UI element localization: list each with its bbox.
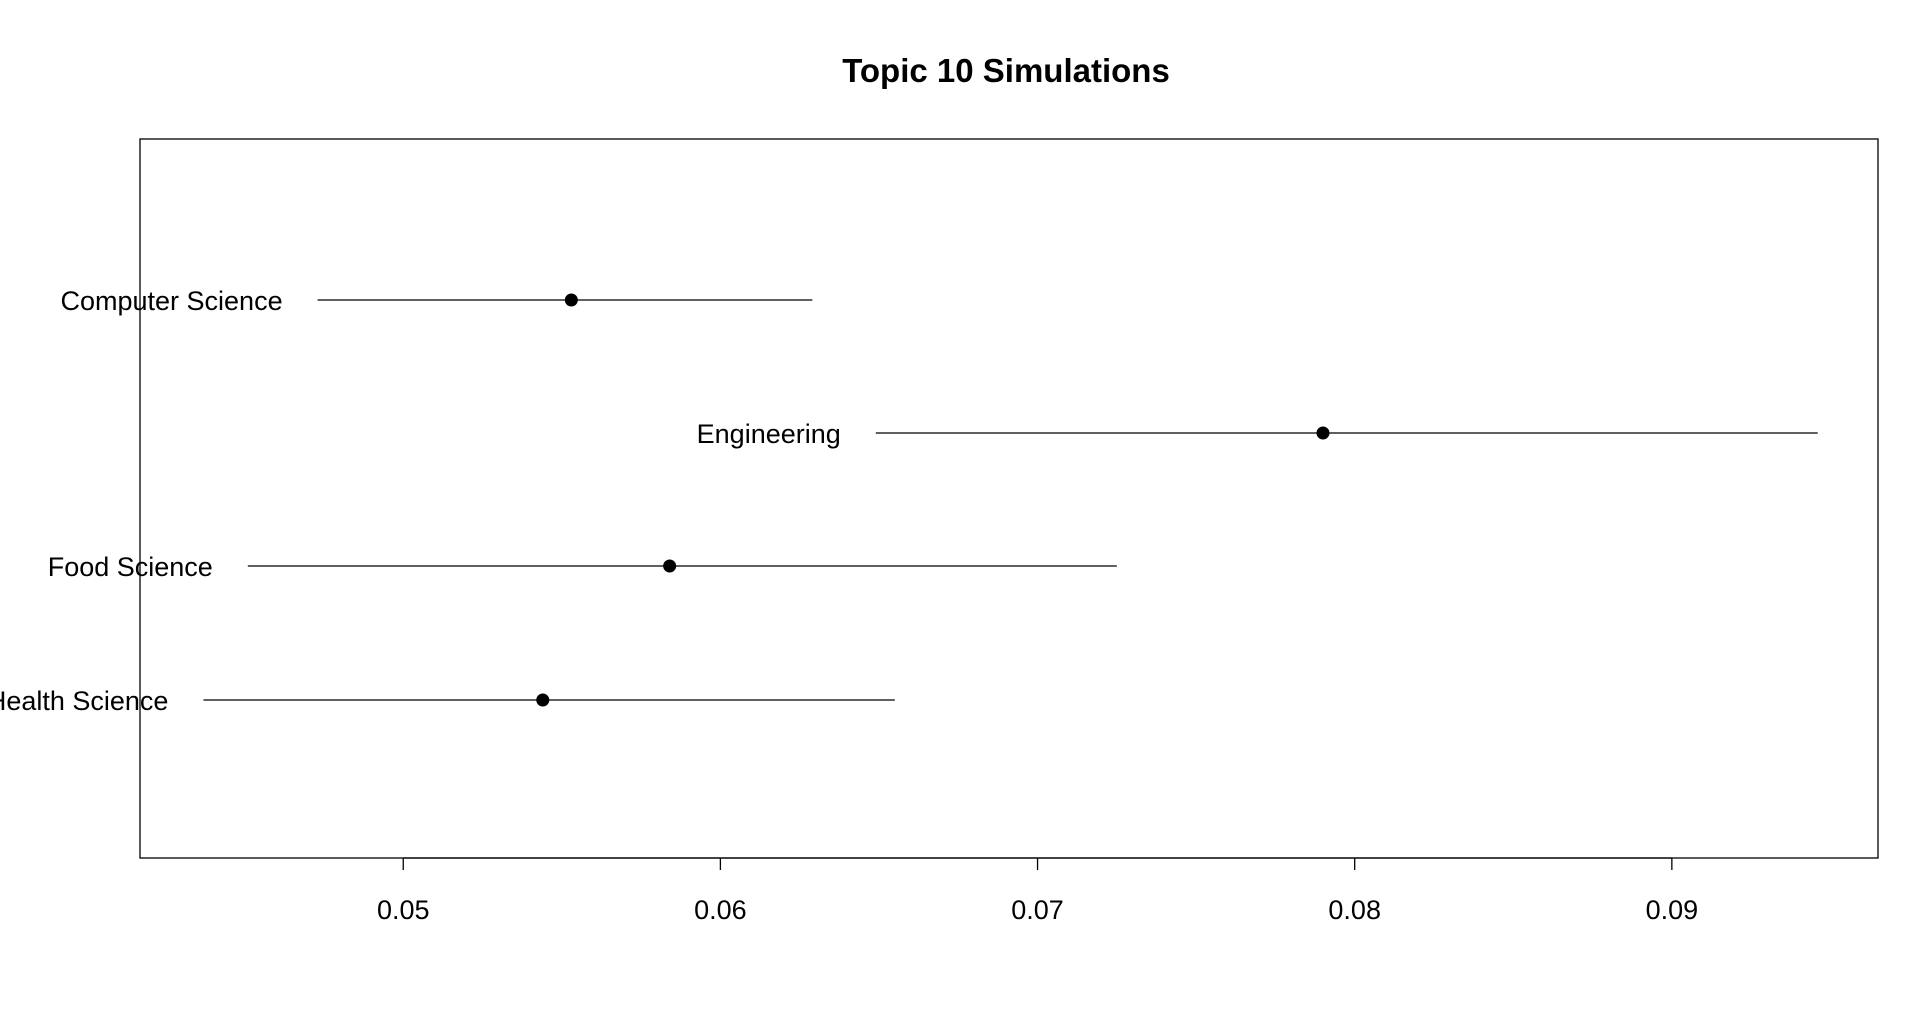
- x-tick-label: 0.09: [1646, 895, 1699, 925]
- point-estimate-marker: [564, 293, 578, 307]
- x-axis: 0.05 0.06 0.07 0.08 0.09: [377, 857, 1699, 925]
- point-estimate-marker: [663, 559, 677, 573]
- point-estimates: Computer Science Engineering Food Science H…: [0, 286, 1818, 716]
- x-tick-label: 0.06: [694, 895, 747, 925]
- point-label: Food Science: [48, 552, 213, 582]
- point-label: Engineering: [697, 419, 841, 449]
- point-estimate-marker: [536, 693, 550, 707]
- x-tick-label: 0.05: [377, 895, 430, 925]
- point-label: Computer Science: [60, 286, 282, 316]
- point-estimate-marker: [1316, 426, 1330, 440]
- x-tick-label: 0.07: [1011, 895, 1064, 925]
- x-tick-label: 0.08: [1328, 895, 1381, 925]
- point-label: Health Science: [0, 686, 168, 716]
- plot-frame: [139, 138, 1879, 859]
- chart-title: Topic 10 Simulations: [842, 52, 1170, 89]
